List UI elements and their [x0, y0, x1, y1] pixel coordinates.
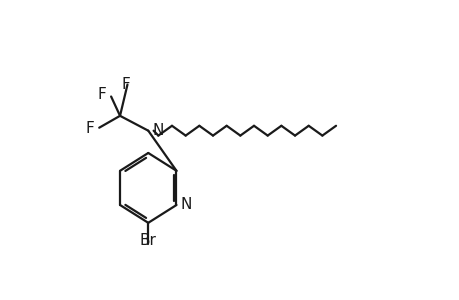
- Text: N: N: [152, 123, 163, 138]
- Text: F: F: [85, 121, 94, 136]
- Text: F: F: [97, 87, 106, 102]
- Text: Br: Br: [140, 233, 157, 248]
- Text: N: N: [180, 197, 191, 212]
- Text: F: F: [121, 77, 129, 92]
